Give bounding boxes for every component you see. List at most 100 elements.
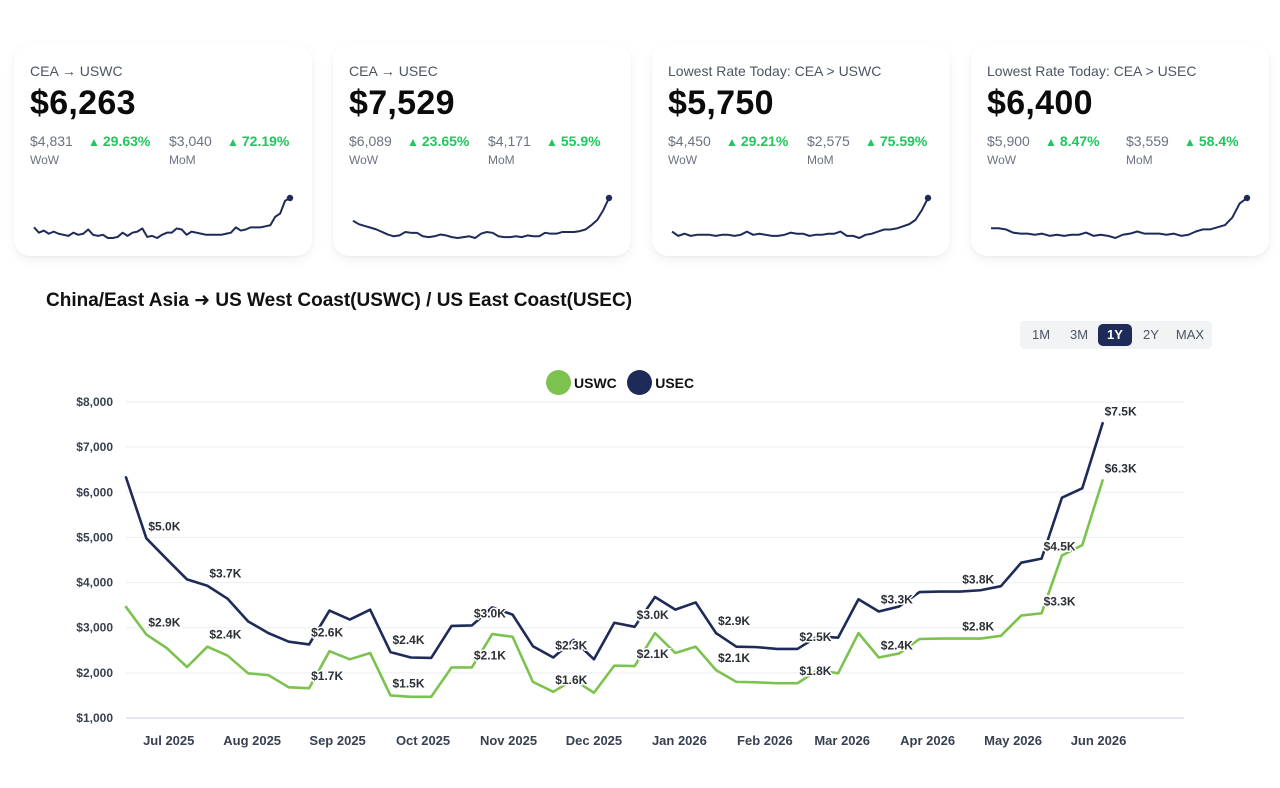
range-2y-button[interactable]: 2Y [1143, 327, 1159, 342]
data-label: $1.7K [311, 669, 343, 683]
data-label: $2.4K [393, 633, 425, 647]
wow-prev-value: $6,089 [349, 133, 392, 149]
x-tick-label: Feb 2026 [737, 733, 793, 748]
sparkline [33, 194, 294, 239]
mom-change-value: 72.19% [241, 133, 290, 149]
wow-stat: $4,831 ▲ 29.63% WoW [30, 133, 150, 167]
card-value: $7,529 [349, 84, 455, 122]
up-triangle-icon: ▲ [407, 135, 419, 149]
mom-label: MoM [1126, 153, 1153, 167]
range-1y-button[interactable]: 1Y [1098, 324, 1132, 346]
up-triangle-icon: ▲ [865, 135, 877, 149]
wow-change-value: 23.65% [421, 133, 470, 149]
wow-change: ▲ 29.63% [88, 133, 150, 149]
card-title: CEA → USEC [349, 63, 438, 79]
range-selector: 1M 3M 1Y 2Y MAX [1020, 321, 1212, 349]
wow-prev-value: $4,450 [668, 133, 711, 149]
up-triangle-icon: ▲ [546, 135, 558, 149]
x-tick-label: May 2026 [984, 733, 1042, 748]
mom-label: MoM [807, 153, 834, 167]
data-label: $2.3K [555, 639, 587, 653]
wow-change-value: 29.21% [740, 133, 789, 149]
data-label: $3.7K [209, 567, 241, 581]
y-tick-label: $6,000 [76, 485, 113, 499]
up-triangle-icon: ▲ [88, 135, 100, 149]
data-label: $2.1K [637, 647, 669, 661]
y-tick-label: $4,000 [76, 576, 113, 590]
data-label: $3.3K [1044, 594, 1076, 608]
sparkline [671, 194, 932, 239]
sparkline-path [991, 197, 1248, 239]
data-label: $2.6K [311, 625, 343, 639]
data-label: $2.4K [209, 628, 241, 642]
x-tick-label: Nov 2025 [480, 733, 537, 748]
x-tick-label: Oct 2025 [396, 733, 450, 748]
card-title: Lowest Rate Today: CEA > USEC [987, 63, 1197, 79]
data-label: $3.0K [637, 608, 669, 622]
data-label: $1.5K [393, 676, 425, 690]
mom-change: ▲ 72.19% [227, 133, 289, 149]
legend-label: USEC [655, 375, 695, 391]
wow-change: ▲ 23.65% [407, 133, 469, 149]
wow-change-value: 29.63% [102, 133, 151, 149]
mom-change: ▲ 55.9% [546, 133, 601, 149]
wow-change-value: 8.47% [1059, 133, 1100, 149]
rate-card-cea-usec[interactable]: CEA → USEC $7,529 $6,089 ▲ 23.65% WoW $4,… [333, 44, 631, 256]
y-tick-label: $7,000 [76, 440, 113, 454]
sparkline-path [671, 197, 929, 239]
wow-prev-value: $5,900 [987, 133, 1030, 149]
legend-item-usec[interactable]: USEC [627, 370, 694, 396]
legend-item-uswc[interactable]: USWC [546, 370, 617, 396]
y-tick-label: $2,000 [76, 666, 113, 680]
y-tick-label: $8,000 [76, 395, 113, 409]
data-label: $1.6K [555, 673, 587, 687]
legend-swatch-uswc [546, 370, 571, 395]
wow-label: WoW [987, 153, 1017, 167]
rate-card-cea-uswc[interactable]: CEA → USWC $6,263 $4,831 ▲ 29.63% WoW $3,… [14, 44, 312, 256]
rate-line-chart: $1,000 $2,000 $3,000 $4,000 $5,000 $6,000 $7,0… [76, 395, 1184, 748]
rate-card-lowest-uswc[interactable]: Lowest Rate Today: CEA > USWC $5,750 $4,… [652, 44, 950, 256]
data-label: $5.0K [148, 519, 180, 533]
mom-stat: $3,559 ▲ 58.4% MoM [1126, 133, 1239, 167]
wow-label: WoW [30, 153, 60, 167]
data-label: $3.0K [474, 606, 506, 620]
sparkline-end-point [924, 194, 932, 202]
data-label: $4.5K [1044, 540, 1076, 554]
rate-card-lowest-usec[interactable]: Lowest Rate Today: CEA > USEC $6,400 $5,… [971, 44, 1269, 256]
range-max-button[interactable]: MAX [1175, 327, 1205, 342]
data-label: $7.5K [1105, 404, 1137, 418]
data-label: $6.3K [1105, 461, 1137, 475]
x-tick-label: Aug 2025 [223, 733, 281, 748]
wow-stat: $6,089 ▲ 23.65% WoW [349, 133, 469, 167]
series-line-usec[interactable] [124, 421, 1104, 661]
mom-change-value: 55.9% [560, 133, 601, 149]
wow-stat: $5,900 ▲ 8.47% WoW [987, 133, 1100, 167]
x-tick-label: Jun 2026 [1071, 733, 1127, 748]
data-label: $2.9K [148, 615, 180, 629]
wow-prev-value: $4,831 [30, 133, 73, 149]
up-triangle-icon: ▲ [227, 135, 239, 149]
wow-label: WoW [668, 153, 698, 167]
range-3m-button[interactable]: 3M [1069, 327, 1089, 342]
data-label: $2.1K [474, 648, 506, 662]
up-triangle-icon: ▲ [726, 135, 738, 149]
data-label: $2.4K [881, 639, 913, 653]
data-label: $2.8K [962, 620, 994, 634]
mom-change: ▲ 58.4% [1184, 133, 1239, 149]
mom-prev-value: $3,559 [1126, 133, 1169, 149]
sparkline-end-point [1243, 194, 1251, 202]
data-label: $3.3K [881, 592, 913, 606]
mom-label: MoM [488, 153, 515, 167]
wow-label: WoW [349, 153, 379, 167]
mom-change-value: 75.59% [879, 133, 928, 149]
wow-stat: $4,450 ▲ 29.21% WoW [668, 133, 788, 167]
x-tick-label: Apr 2026 [900, 733, 955, 748]
chart-legend: USWC USEC [546, 370, 700, 396]
series-line-uswc[interactable] [124, 479, 1104, 699]
card-value: $6,400 [987, 84, 1093, 122]
x-tick-label: Mar 2026 [814, 733, 870, 748]
range-1m-button[interactable]: 1M [1031, 327, 1051, 342]
y-tick-label: $3,000 [76, 621, 113, 635]
y-tick-label: $5,000 [76, 530, 113, 544]
mom-prev-value: $4,171 [488, 133, 531, 149]
